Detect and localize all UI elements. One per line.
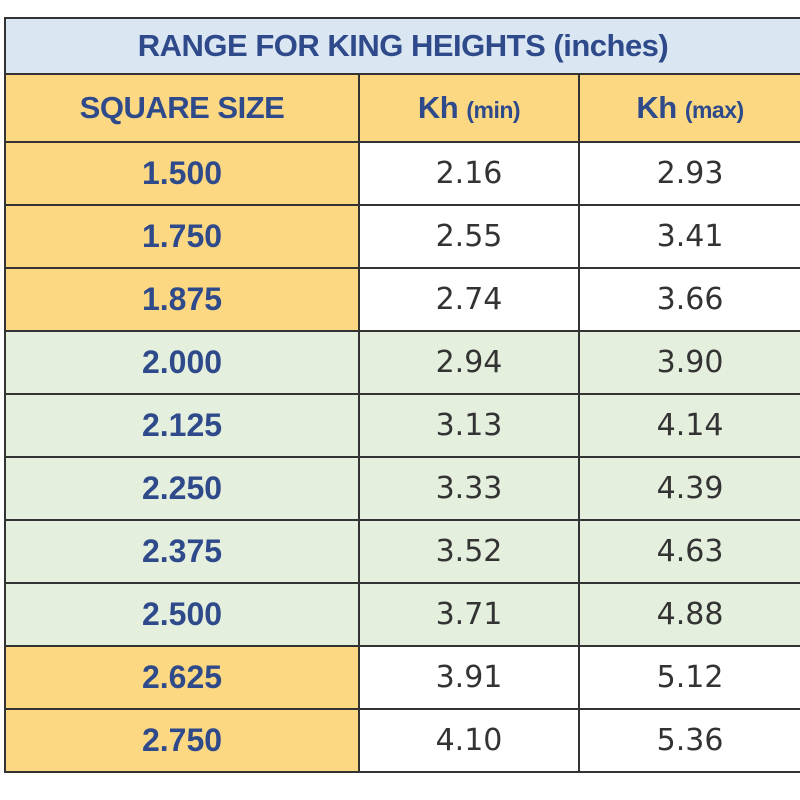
table-row: 2.000 2.94 3.90 xyxy=(4,330,800,395)
kh-max-cell: 4.39 xyxy=(577,456,800,521)
square-size-cell: 2.125 xyxy=(4,393,360,458)
square-size-cell: 2.500 xyxy=(4,582,360,647)
king-heights-table-container: RANGE FOR KING HEIGHTS (inches) SQUARE S… xyxy=(3,17,800,773)
table-body: 1.500 2.16 2.93 1.750 2.55 3.41 1.875 2.… xyxy=(4,141,800,773)
kh-min-cell: 2.16 xyxy=(358,141,580,206)
kh-max-cell: 4.14 xyxy=(577,393,800,458)
kh-max-cell: 3.90 xyxy=(577,330,800,395)
header-kh-max: Kh (max) xyxy=(577,73,800,143)
table-row: 2.250 3.33 4.39 xyxy=(4,456,800,521)
header-kh-max-unit: (max) xyxy=(684,97,744,123)
table-row: 2.125 3.13 4.14 xyxy=(4,393,800,458)
table-row: 1.500 2.16 2.93 xyxy=(4,141,800,206)
header-kh-min: Kh (min) xyxy=(358,73,580,143)
header-square-size: SQUARE SIZE xyxy=(4,73,360,143)
kh-max-cell: 4.88 xyxy=(577,582,800,647)
table-row: 2.625 3.91 5.12 xyxy=(4,645,800,710)
kh-max-cell: 4.63 xyxy=(577,519,800,584)
kh-min-cell: 2.94 xyxy=(358,330,580,395)
table-row: 2.500 3.71 4.88 xyxy=(4,582,800,647)
square-size-cell: 2.750 xyxy=(4,708,360,773)
table-row: 1.875 2.74 3.66 xyxy=(4,267,800,332)
kh-max-cell: 5.12 xyxy=(577,645,800,710)
square-size-cell: 2.000 xyxy=(4,330,360,395)
kh-min-cell: 2.74 xyxy=(358,267,580,332)
kh-min-cell: 3.71 xyxy=(358,582,580,647)
kh-min-cell: 4.10 xyxy=(358,708,580,773)
header-kh-max-label: Kh xyxy=(636,90,677,125)
header-row: SQUARE SIZE Kh (min) Kh (max) xyxy=(4,73,800,143)
square-size-cell: 1.500 xyxy=(4,141,360,206)
kh-min-cell: 3.33 xyxy=(358,456,580,521)
square-size-cell: 2.375 xyxy=(4,519,360,584)
kh-min-cell: 3.91 xyxy=(358,645,580,710)
table-title: RANGE FOR KING HEIGHTS (inches) xyxy=(3,17,800,75)
kh-max-cell: 2.93 xyxy=(577,141,800,206)
kh-min-cell: 3.52 xyxy=(358,519,580,584)
square-size-cell: 2.250 xyxy=(4,456,360,521)
square-size-cell: 2.625 xyxy=(4,645,360,710)
square-size-cell: 1.875 xyxy=(4,267,360,332)
kh-max-cell: 3.66 xyxy=(577,267,800,332)
title-row: RANGE FOR KING HEIGHTS (inches) xyxy=(3,17,800,75)
header-kh-min-label: Kh xyxy=(417,90,459,125)
kh-max-cell: 3.41 xyxy=(577,204,800,269)
kh-max-cell: 5.36 xyxy=(577,708,800,773)
king-heights-table: RANGE FOR KING HEIGHTS (inches) SQUARE S… xyxy=(3,17,800,773)
kh-min-cell: 3.13 xyxy=(358,393,580,458)
square-size-cell: 1.750 xyxy=(4,204,360,269)
header-kh-min-unit: (min) xyxy=(466,97,521,123)
table-row: 2.750 4.10 5.36 xyxy=(4,708,800,773)
table-row: 2.375 3.52 4.63 xyxy=(4,519,800,584)
kh-min-cell: 2.55 xyxy=(358,204,580,269)
table-row: 1.750 2.55 3.41 xyxy=(4,204,800,269)
